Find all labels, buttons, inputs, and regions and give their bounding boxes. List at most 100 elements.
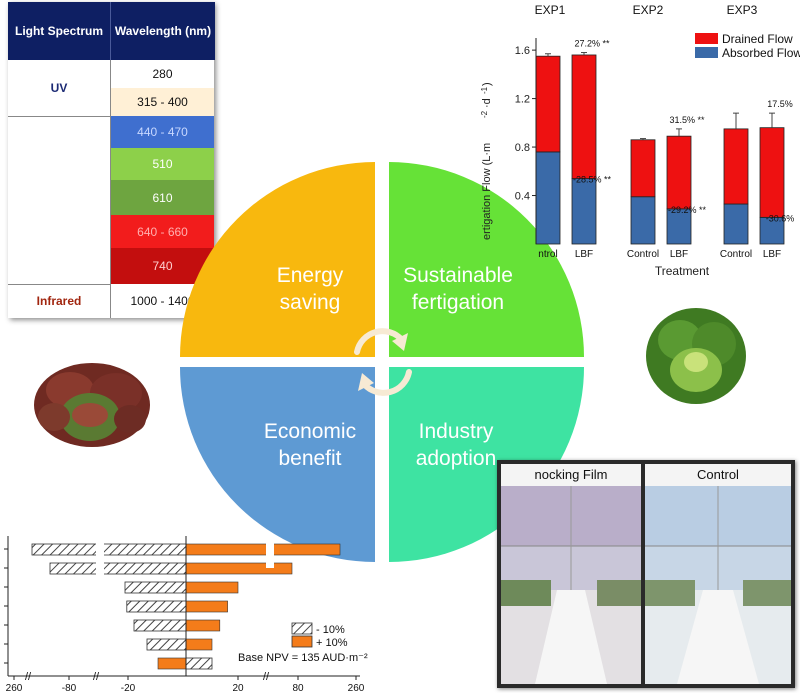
header-wavelength: Wavelength (nm) [110, 2, 215, 60]
industry-adoption-quadrant [389, 367, 584, 562]
x-tick-label: Control [627, 249, 659, 260]
x-tick-label: 80 [292, 683, 304, 693]
npv-tornado-chart: 260 -80 -20 20 80 260////// - 10% + 10% Base … [4, 536, 368, 693]
experiment-label: EXP3 [727, 3, 758, 17]
drained-flow-bar [630, 139, 656, 198]
absorbed-flow-bar [666, 208, 692, 245]
axis-break-gap [266, 538, 274, 568]
energy-saving-quadrant [180, 162, 375, 357]
base-npv-annotation: Base NPV = 135 AUD·m⁻² [238, 652, 368, 664]
x-tick-label: ntrol [538, 249, 557, 260]
wavelength-cell: 640 - 660 [111, 215, 214, 248]
npv-minus-bar [133, 619, 187, 632]
npv-plus-bar [185, 543, 341, 556]
absorbed-flow-bar [571, 178, 597, 245]
npv-plus-bar [185, 562, 293, 575]
economic-benefit-label: Economic benefit [263, 420, 357, 470]
absorbed-change-label: -29.2% ** [668, 205, 707, 215]
legend-label-minus: - 10% [316, 624, 345, 636]
x-tick-label: 260 [348, 683, 365, 693]
y-axis-label-unit: ·d [481, 98, 493, 108]
npv-minus-bar [124, 581, 187, 594]
y-tick-label: 0.4 [515, 191, 530, 203]
npv-plus-bar [185, 600, 228, 613]
drained-flow-bar [723, 128, 749, 205]
economic-benefit-quadrant [180, 367, 375, 562]
cycle-arrows-icon [354, 328, 412, 396]
absorbed-flow-bar [630, 196, 656, 245]
absorbed-flow-bar [723, 203, 749, 245]
infrared-label: Infrared [36, 294, 82, 308]
npv-plus-bar [185, 638, 213, 651]
legend-label-drained: Drained Flow [722, 32, 793, 46]
energy-saving-label: Energy saving [276, 264, 344, 314]
greenhouse-photo-drawing [497, 460, 795, 688]
y-axis-label-paren: ) [481, 82, 493, 86]
wavelength-cell: 315 - 400 [111, 88, 214, 116]
legend-swatch-absorbed [695, 47, 718, 58]
npv-plus-bar [185, 619, 221, 632]
light-spectrum-table: Light Spectrum Wavelength (nm) UV Infrar… [8, 2, 215, 318]
legend-label-absorbed: Absorbed Flow [722, 46, 800, 60]
y-tick-label: 0.8 [515, 142, 530, 154]
wavelength-cell: 280 [111, 60, 214, 88]
drained-flow-bar [759, 127, 785, 218]
y-tick-label: 1.6 [515, 45, 530, 57]
greenhouse-photo: nocking Film Control [497, 460, 795, 688]
x-tick-label: LBF [575, 249, 593, 260]
y-axis-label-superscript: -2 [480, 110, 489, 118]
column-divider [110, 60, 111, 318]
x-axis-label: Treatment [655, 264, 710, 278]
npv-minus-bar [126, 600, 187, 613]
npv-minus-bar [31, 543, 187, 556]
absorbed-flow-bar [535, 151, 561, 245]
axis-break-mark: // [93, 671, 100, 683]
axis-break-gap [96, 538, 104, 582]
npv-minus-bar [185, 657, 213, 670]
npv-minus-bar [49, 562, 187, 575]
x-tick-label: Control [720, 249, 752, 260]
fertigation-flow-chart: 0.4 0.8 1.2 1.6 ntrol LBF 27.2% ** -28.5% ** Co… [480, 3, 800, 278]
wavelength-cell: 510 [111, 148, 214, 180]
y-axis-label-superscript-2: -1 [480, 86, 489, 94]
absorbed-change-label: -30.6% [766, 213, 795, 223]
axis-break-mark: // [263, 671, 270, 683]
absorbed-flow-bar [759, 216, 785, 245]
absorbed-change-label: -28.5% ** [573, 175, 612, 185]
drained-change-label: 27.2% ** [574, 39, 610, 49]
npv-plus-bar [157, 657, 187, 670]
photo-label-control: Control [697, 466, 739, 482]
x-tick-label: LBF [763, 249, 781, 260]
drained-change-label: 17.5% [767, 99, 793, 109]
photo-label-film: nocking Film [534, 466, 608, 482]
x-tick-label: -80 [62, 683, 77, 693]
sustainable-fertigation-quadrant [389, 162, 584, 357]
tornado-legend: - 10% + 10% [291, 622, 348, 649]
visible-group [8, 116, 110, 285]
x-tick-label: -20 [121, 683, 136, 693]
quadrant-circle [180, 162, 584, 562]
y-tick-label: 1.2 [515, 94, 530, 106]
npv-plus-bar [185, 581, 239, 594]
axis-break-mark: // [25, 671, 32, 683]
x-tick-label: LBF [670, 249, 688, 260]
sustainable-fertigation-label: Sustainable fertigation [403, 264, 513, 314]
drained-flow-bar [666, 135, 692, 210]
wavelength-cell: 610 [111, 180, 214, 215]
legend-swatch-plus [291, 635, 313, 648]
uv-label: UV [8, 60, 110, 117]
header-light-spectrum: Light Spectrum [8, 2, 110, 60]
wavelength-cell: 440 - 470 [111, 116, 214, 148]
experiment-label: EXP1 [535, 3, 566, 17]
chart-legend: Drained Flow Absorbed Flow [695, 32, 800, 60]
experiment-label: EXP2 [633, 3, 664, 17]
x-tick-label: 260 [6, 683, 23, 693]
drained-flow-bar [571, 54, 597, 179]
green-lettuce-image [646, 308, 746, 404]
drained-flow-bar [535, 55, 561, 153]
y-axis-label: ertigation Flow (L·m [481, 143, 493, 240]
npv-minus-bar [146, 638, 187, 651]
industry-adoption-label: Industry adoption [415, 420, 497, 470]
legend-label-plus: + 10% [316, 637, 348, 649]
x-tick-label: 20 [232, 683, 244, 693]
